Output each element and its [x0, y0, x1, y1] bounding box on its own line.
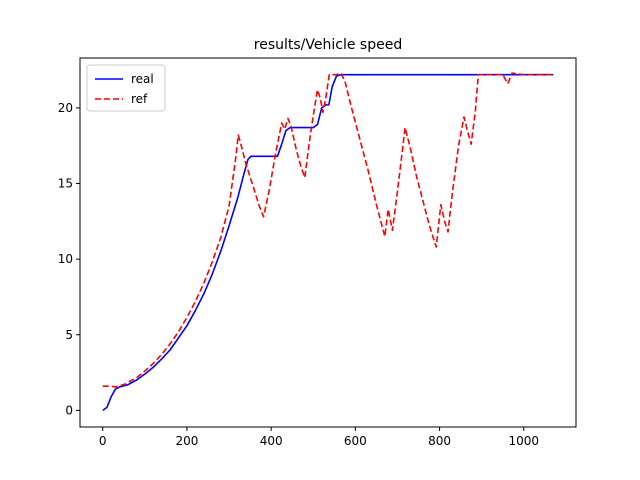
legend-label-real: real — [131, 72, 154, 86]
x-axis: 0 200 400 600 800 1000 — [99, 427, 539, 448]
chart-title: results/Vehicle speed — [254, 37, 402, 53]
legend: real ref — [86, 64, 166, 112]
x-tick-label: 1000 — [509, 434, 540, 448]
x-tick-label: 0 — [99, 434, 107, 448]
x-tick-label: 200 — [175, 434, 198, 448]
series-line-ref — [102, 72, 554, 388]
plot-frame — [79, 57, 577, 428]
y-tick-label: 10 — [58, 252, 73, 266]
y-tick-label: 15 — [58, 177, 73, 191]
series-layer — [102, 72, 554, 412]
legend-label-ref: ref — [131, 92, 148, 106]
series-line-real — [102, 73, 554, 412]
y-tick-label: 5 — [65, 328, 73, 342]
x-tick-label: 600 — [344, 434, 367, 448]
y-tick-label: 20 — [58, 101, 73, 115]
y-tick-label: 0 — [65, 403, 73, 417]
x-tick-label: 400 — [260, 434, 283, 448]
y-axis: 0 5 10 15 20 — [58, 101, 80, 417]
x-tick-label: 800 — [428, 434, 451, 448]
